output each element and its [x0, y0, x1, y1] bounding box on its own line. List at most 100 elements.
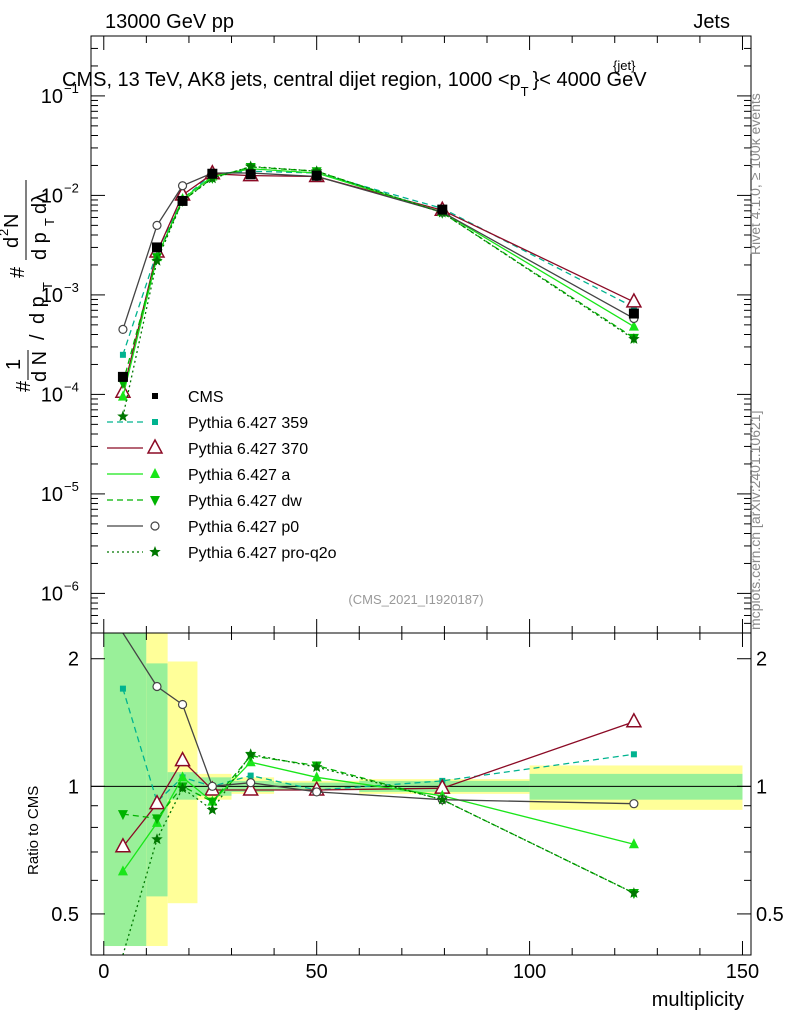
ratio-series-point: [152, 814, 162, 825]
ylabel-one: 1: [3, 359, 25, 370]
y-main-tick-label: 10: [41, 484, 63, 506]
x-tick-label: 150: [726, 961, 759, 983]
main-series-line: [122, 165, 635, 417]
legend-label: CMS: [188, 389, 224, 406]
y-ratio-tick-label-right: 2: [756, 649, 767, 671]
ratio-series-point: [117, 810, 128, 821]
ratio-series-point: [245, 748, 257, 760]
analysis-id: (CMS_2021_I1920187): [348, 592, 483, 607]
main-series-line: [122, 170, 635, 356]
ratio-series-point: [246, 778, 256, 788]
ylabel-hash-2: #: [7, 266, 29, 278]
ylabel-dN: d N: [29, 351, 51, 382]
cms-data-point: [245, 169, 256, 180]
plot-title-main: CMS, 13 TeV, AK8 jets, central dijet reg…: [62, 69, 521, 91]
ratio-series-point: [629, 799, 639, 809]
legend-label: Pythia 6.427 a: [188, 467, 290, 484]
ratio-series-point: [114, 837, 132, 853]
y-main-tick-exponent: −3: [64, 280, 79, 295]
x-tick-label: 50: [306, 961, 328, 983]
main-series-line: [122, 168, 635, 397]
cms-data-point: [628, 308, 639, 319]
cms-data-point: [207, 168, 218, 179]
ratio-series-point: [312, 787, 322, 797]
ylabel-N: N: [1, 214, 23, 228]
y-ratio-tick-label: 2: [68, 649, 79, 671]
x-axis-ticks: 0 50 100 150: [98, 36, 759, 983]
ratio-series-point: [242, 780, 259, 796]
plot-title-sub: T: [521, 84, 529, 99]
cms-data-point: [152, 242, 162, 253]
legend-label: Pythia 6.427 p0: [188, 519, 299, 536]
main-series-point: [152, 220, 162, 230]
legend-label: Pythia 6.427 dw: [188, 493, 302, 510]
plot-title-tail: }< 4000 GeV: [533, 69, 648, 91]
ratio-series-point: [177, 699, 188, 710]
y-main-tick-exponent: −2: [64, 180, 79, 195]
main-series-line: [122, 173, 635, 393]
legend-marker: [150, 468, 160, 478]
ratio-series-point: [152, 681, 162, 692]
ratio-series-line: [122, 755, 635, 894]
legend-marker: [150, 496, 160, 506]
legend-marker: [152, 419, 158, 425]
y-ratio-tick-label: 1: [68, 776, 79, 798]
y-ratio-tick-label-right: 1: [756, 776, 767, 798]
ylabel-T1: T: [40, 282, 55, 290]
category-label: Jets: [693, 11, 730, 33]
ylabel-d: d: [1, 237, 23, 248]
ratio-series-point: [119, 685, 126, 692]
main-series-point: [119, 351, 126, 358]
cms-data-point: [177, 195, 188, 206]
ratio-series-point: [311, 761, 323, 772]
ratio-series-point: [117, 865, 128, 876]
y-ratio-tick-label: 0.5: [51, 904, 79, 926]
main-series-point: [628, 333, 640, 344]
y-main-tick-label: 10: [41, 86, 63, 108]
cms-data-point: [311, 170, 322, 181]
cms-data-point: [117, 371, 128, 382]
y-main-tick-exponent: −5: [64, 479, 79, 494]
x-tick-label: 0: [98, 961, 109, 983]
y-main-tick-label: 10: [41, 185, 63, 207]
main-series-point: [245, 160, 257, 172]
ratio-series-line: [122, 632, 634, 805]
ratio-series-point: [630, 751, 637, 758]
x-axis-label: multiplicity: [652, 989, 744, 1011]
ratio-band-inner: [146, 663, 168, 897]
ratio-series-line: [122, 721, 635, 848]
ylabel-dpT-2: d p: [29, 232, 51, 260]
legend-label: Pythia 6.427 370: [188, 441, 308, 458]
ratio-series-point: [151, 833, 163, 845]
ylabel-T2: T: [42, 218, 57, 226]
y-main-tick-exponent: −1: [64, 81, 79, 96]
main-series-point: [118, 324, 128, 335]
ratio-series-point: [311, 771, 322, 782]
legend-label: Pythia 6.427 359: [188, 415, 308, 432]
legend-marker: [149, 546, 161, 557]
y-main-tick-exponent: −4: [64, 379, 79, 394]
plot-title-sup: {jet}: [613, 58, 636, 73]
cms-data-point: [437, 204, 448, 215]
ratio-series-point: [436, 793, 448, 805]
ratio-plot-frame: [90, 632, 752, 956]
ylabel-slash: /: [27, 334, 49, 340]
main-series-point: [151, 254, 163, 266]
ratio-series-point: [174, 751, 191, 767]
ratio-series-line: [122, 753, 635, 956]
ylabel-dpT: d p: [27, 296, 49, 324]
main-series-point: [628, 320, 639, 331]
ratio-y-axis-label: Ratio to CMS: [25, 786, 42, 875]
ratio-series-group: [114, 632, 643, 956]
ylabel-dlambda: dλ: [29, 193, 51, 214]
ratio-series-point: [207, 797, 218, 808]
ratio-bands: [103, 633, 743, 947]
main-y-axis-label: # 1 d N / d p T # d 2 N d p T dλ: [0, 180, 57, 392]
y-main-tick-label: 10: [41, 384, 63, 406]
rivet-label: Rivet 4.1.0, ≥ 100k events: [747, 93, 763, 255]
ratio-series-point: [177, 771, 188, 782]
main-series-line: [122, 166, 635, 384]
y-main-tick-exponent: −6: [64, 578, 79, 593]
beam-label: 13000 GeV pp: [105, 11, 234, 33]
ylabel-exp2: 2: [0, 229, 11, 236]
